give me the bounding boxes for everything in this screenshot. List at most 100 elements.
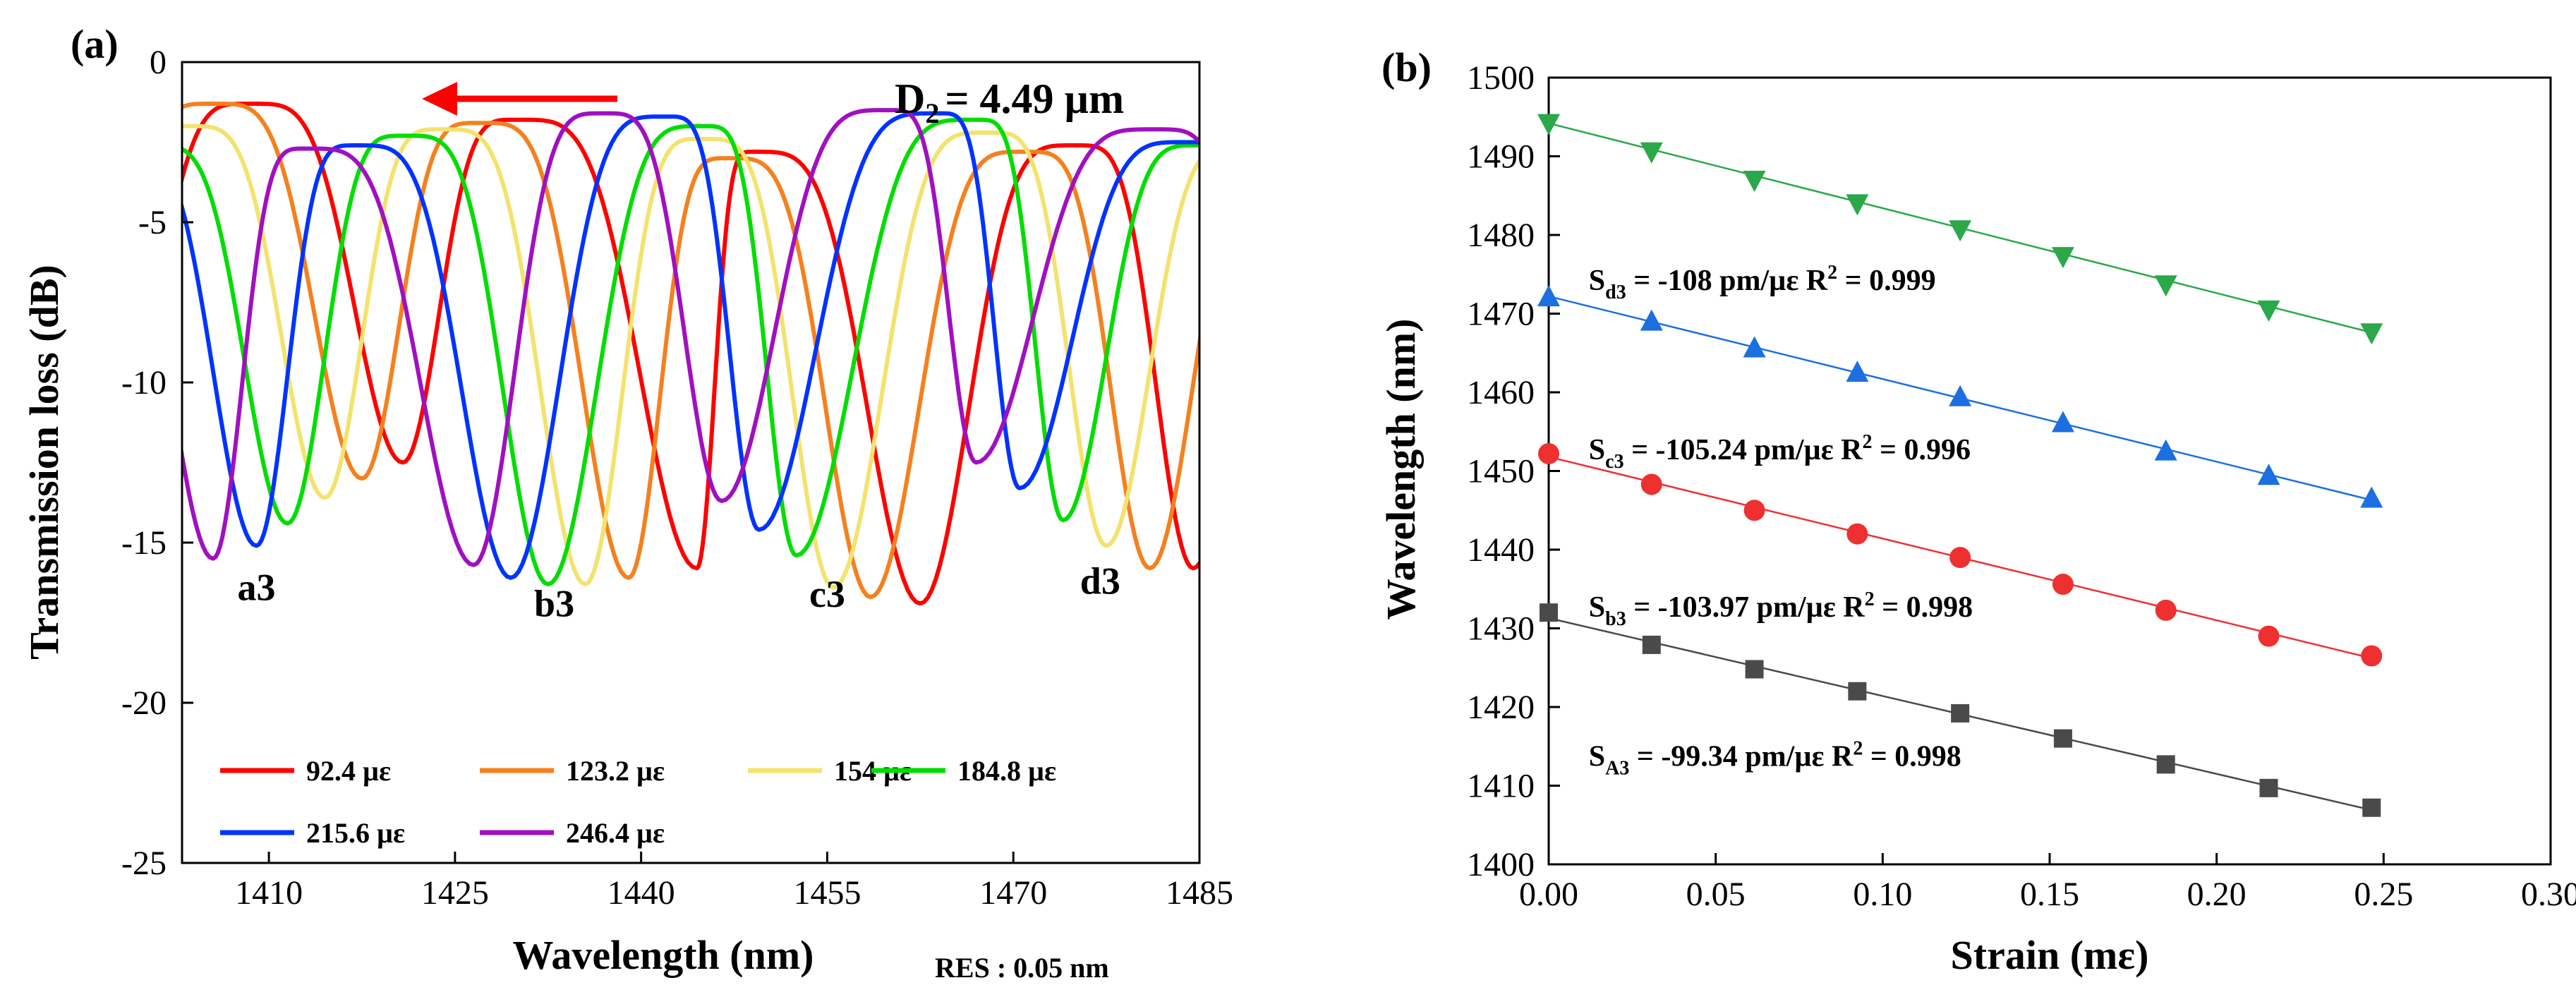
panel-a-y-ticks: 0 -5 -10 -15 -20 -25 [121, 44, 193, 882]
panel-a-ytick-label: -10 [121, 364, 167, 401]
legend-label: 123.2 µε [566, 755, 665, 787]
data-point [1949, 385, 1972, 406]
panel-b-ylabel: Wavelength (nm) [1378, 319, 1424, 620]
data-point [1743, 170, 1766, 192]
d2-letter: D [895, 75, 925, 122]
data-point [1640, 309, 1663, 331]
fit-eq-superscript: 2 [1827, 262, 1837, 284]
panel-b-y-ticks: 1400 1410 1420 1430 1440 1450 1460 1470 1480 1490… [1467, 59, 1560, 883]
data-point [2053, 729, 2072, 748]
panel-b-ytick-label: 1480 [1467, 217, 1535, 254]
d2-annotation: D2 = 4.49 µm [895, 75, 1124, 129]
fit-eq-s: S [1589, 434, 1605, 466]
panel-a-xtick-label: 1485 [1166, 874, 1233, 912]
data-point [1640, 142, 1663, 164]
panel-b-ytick-label: 1490 [1467, 138, 1535, 176]
fit-eq-slope: = -99.34 pm/µε R [1629, 741, 1854, 773]
panel-a-ytick-label: -15 [121, 524, 167, 562]
data-point [1743, 500, 1765, 521]
panel-a-ytick-label: -20 [121, 684, 167, 722]
panel-b-xlabel: Strain (mε) [1951, 932, 2149, 978]
panel-a-xtick-label: 1470 [979, 874, 1047, 912]
data-point [1745, 660, 1764, 679]
panel-a-ytick-label: -5 [138, 204, 167, 241]
data-point [1846, 361, 1869, 382]
fit-eq-slope: = -108 pm/µε R [1626, 265, 1828, 297]
panel-b-ytick-label: 1460 [1467, 374, 1535, 411]
dip-label: a3 [238, 567, 276, 609]
panel-b-xtick-label: 0.15 [2020, 876, 2079, 913]
fit-eq-slope: = -103.97 pm/µε R [1626, 591, 1866, 624]
data-point [2257, 464, 2280, 485]
panel-b-ytick-label: 1410 [1467, 768, 1535, 805]
panel-b-ytick-label: 1450 [1467, 453, 1535, 490]
panel-b-xtick-label: 0.05 [1686, 876, 1746, 913]
resolution-label: RES : 0.05 nm [935, 952, 1109, 984]
legend-label: 184.8 µε [957, 755, 1056, 787]
spectrum-line [182, 102, 1199, 600]
data-point [2154, 439, 2177, 461]
data-point [1642, 635, 1661, 654]
legend-label: 92.4 µε [306, 755, 391, 787]
data-point [2259, 778, 2278, 797]
panel-b-x-ticks: 0.00 0.05 0.10 0.15 0.20 0.25 0.30 [1519, 853, 2576, 913]
data-point [2360, 323, 2383, 345]
fit-eq-slope: = -105.24 pm/µε R [1624, 434, 1863, 466]
data-point [2051, 411, 2074, 433]
panel-a: (a) 1410 1425 1440 1455 1470 1485 0 -5 -10 -15 -2… [21, 21, 1233, 984]
panel-b-xtick-label: 0.10 [1853, 876, 1912, 913]
data-point [1951, 703, 1970, 723]
fit-equation-label: SA3 = -99.34 pm/µε R2 = 0.998 [1589, 738, 1961, 780]
fit-eq-s: S [1589, 591, 1605, 624]
data-point [1537, 114, 1560, 135]
fit-eq-superscript: 2 [1865, 588, 1875, 610]
spectrum-line [182, 117, 1199, 586]
shift-arrow [422, 82, 617, 116]
panel-b-xtick-label: 0.20 [2187, 876, 2247, 913]
panel-a-xtick-label: 1455 [793, 874, 861, 912]
fit-eq-r2: = 0.996 [1873, 434, 1971, 466]
panel-a-xtick-label: 1410 [235, 874, 303, 912]
d2-subscript: 2 [925, 97, 939, 129]
data-point [1846, 523, 1868, 545]
data-point [1949, 547, 1971, 569]
fit-eq-s: S [1589, 265, 1605, 297]
panel-a-ylabel: Transmission loss (dB) [21, 265, 67, 660]
panel-b-ytick-label: 1500 [1467, 59, 1535, 97]
data-point [1846, 194, 1869, 216]
data-point [1640, 473, 1662, 495]
data-point [1538, 442, 1559, 464]
panel-a-ytick-label: 0 [150, 44, 167, 81]
data-point [1540, 603, 1558, 622]
spectrum-line [182, 123, 1199, 590]
data-point [2156, 755, 2175, 774]
data-point [1848, 682, 1867, 701]
panel-b-ytick-label: 1470 [1467, 296, 1535, 333]
fit-eq-r2: = 0.998 [1875, 591, 1973, 624]
data-point [2258, 625, 2280, 647]
panel-b: (b) 0.00 0.05 0.10 0.15 0.20 0.25 0.30 1400 141… [1378, 44, 2576, 978]
data-point [2052, 574, 2074, 596]
fit-eq-subscript: b3 [1605, 608, 1626, 630]
panel-b-ytick-label: 1400 [1467, 846, 1535, 883]
legend-label: 246.4 µε [566, 817, 665, 849]
fit-eq-r2: = 0.998 [1863, 741, 1961, 773]
panel-b-ytick-label: 1440 [1467, 531, 1535, 569]
panel-b-xtick-label: 0.25 [2354, 876, 2413, 913]
panel-b-xtick-label: 0.30 [2521, 876, 2576, 913]
spectrum-line [182, 102, 1199, 606]
data-point [2361, 645, 2383, 667]
panel-b-series [1537, 114, 2383, 817]
panel-b-ytick-label: 1430 [1467, 610, 1535, 648]
panel-a-spectra [182, 102, 1199, 606]
panel-b-label: (b) [1381, 44, 1432, 90]
panel-b-ytick-label: 1420 [1467, 689, 1535, 726]
data-point [1949, 220, 1972, 242]
panel-b-xtick-label: 0.00 [1519, 876, 1578, 913]
fit-eq-s: S [1589, 741, 1605, 773]
data-point [2360, 486, 2383, 508]
panel-a-frame [181, 61, 1201, 864]
fit-eq-superscript: 2 [1853, 738, 1863, 760]
